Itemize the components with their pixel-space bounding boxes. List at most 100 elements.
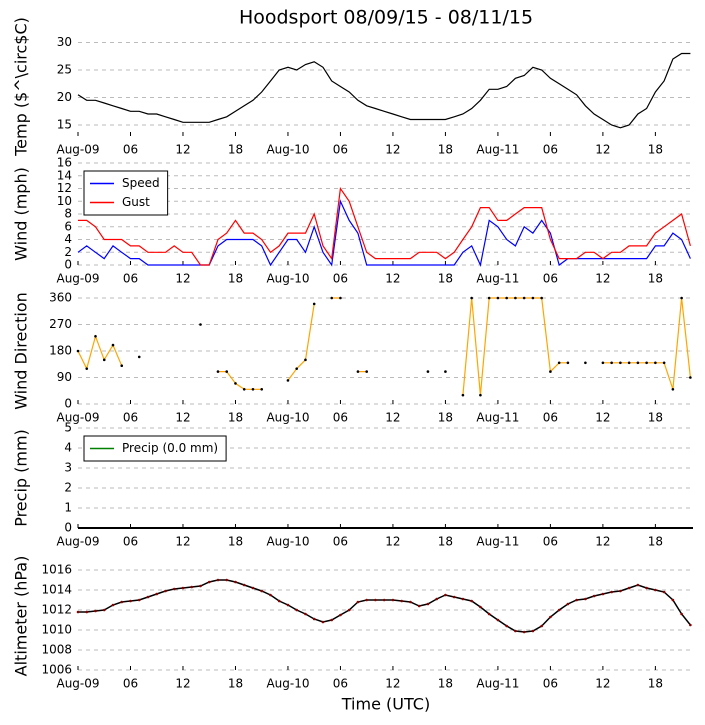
data-point (304, 612, 307, 616)
data-point (619, 589, 622, 593)
x-tick-label: 18 (438, 272, 453, 286)
data-point (435, 597, 438, 601)
data-point (426, 370, 430, 373)
data-point (76, 349, 80, 353)
data-point (374, 598, 377, 602)
y-tick-label: 4 (64, 441, 72, 455)
data-point (636, 583, 640, 587)
x-tick-label: 18 (438, 143, 453, 157)
x-tick-label: 18 (648, 535, 663, 549)
x-tick-label: Aug-09 (56, 535, 99, 549)
data-point (129, 599, 132, 603)
data-point (251, 586, 255, 590)
x-tick-label: Aug-09 (56, 272, 99, 286)
data-point (566, 361, 570, 365)
x-tick-label: 12 (385, 677, 400, 691)
y-tick-label: 270 (49, 317, 72, 331)
data-point (619, 361, 622, 365)
data-point (102, 358, 106, 362)
x-tick-label: 06 (123, 677, 138, 691)
x-tick-label: 12 (595, 272, 610, 286)
x-tick-label: Aug-11 (476, 143, 519, 157)
x-tick-label: 18 (228, 411, 243, 425)
y-axis-label: Wind Direction (12, 292, 31, 410)
x-tick-label: 06 (543, 535, 558, 549)
data-point (304, 358, 307, 362)
x-tick-label: 12 (595, 535, 610, 549)
data-point (85, 367, 89, 370)
x-tick-label: 06 (333, 272, 348, 286)
x-tick-label: 06 (543, 677, 558, 691)
x-tick-label: 12 (175, 535, 190, 549)
data-point (146, 595, 150, 599)
x-axis-label: Time (UTC) (341, 695, 430, 714)
data-point (452, 595, 456, 599)
y-tick-label: 180 (49, 344, 72, 358)
x-tick-label: 12 (175, 677, 190, 691)
x-tick-label: 12 (385, 535, 400, 549)
y-tick-label: 0 (64, 521, 72, 535)
y-tick-label: 1012 (41, 603, 72, 617)
chart-title: Hoodsport 08/09/15 - 08/11/15 (239, 7, 533, 29)
x-tick-label: Aug-09 (56, 143, 99, 157)
x-tick-label: 06 (123, 272, 138, 286)
x-tick-label: 18 (228, 535, 243, 549)
data-point (365, 370, 368, 373)
y-tick-label: 1006 (41, 663, 72, 677)
data-point (522, 296, 526, 300)
x-tick-label: 18 (228, 272, 243, 286)
y-tick-label: 1 (64, 501, 72, 515)
data-point (601, 361, 605, 365)
data-point (242, 583, 246, 587)
data-point (111, 343, 115, 347)
data-point (671, 598, 675, 602)
data-point (295, 608, 299, 612)
data-point (645, 586, 648, 590)
x-tick-label: Aug-10 (266, 677, 309, 691)
data-point (339, 296, 342, 300)
data-point (461, 597, 465, 601)
x-tick-label: 06 (123, 411, 138, 425)
data-point (689, 376, 692, 379)
data-point (470, 296, 473, 300)
data-point (426, 602, 430, 606)
data-point (347, 608, 351, 612)
y-tick-label: 0 (64, 397, 72, 411)
x-tick-label: 06 (543, 272, 558, 286)
data-point (487, 296, 491, 300)
data-point (277, 599, 281, 603)
data-point (242, 387, 246, 391)
data-point (584, 597, 587, 601)
data-point (444, 593, 447, 597)
data-point (164, 589, 167, 593)
y-tick-label: 90 (57, 370, 72, 384)
data-point (654, 588, 657, 592)
y-tick-label: 0 (64, 258, 72, 272)
data-line (78, 186, 691, 266)
data-point (181, 586, 185, 590)
y-tick-label: 6 (64, 219, 72, 233)
data-point (610, 361, 613, 365)
data-point (662, 361, 666, 365)
data-line (77, 199, 691, 267)
y-tick-label: 1008 (41, 643, 72, 657)
data-point (601, 592, 605, 596)
x-tick-label: Aug-09 (56, 411, 99, 425)
data-point (330, 296, 333, 300)
data-point (505, 296, 508, 300)
data-point (172, 587, 176, 591)
data-point (592, 594, 596, 598)
data-line (77, 52, 691, 129)
x-tick-label: 18 (648, 143, 663, 157)
data-point (76, 610, 80, 614)
x-tick-label: 06 (333, 411, 348, 425)
data-point (216, 578, 220, 582)
data-point (199, 323, 202, 326)
data-point (330, 618, 333, 622)
x-tick-label: Aug-11 (476, 677, 519, 691)
y-tick-label: 20 (57, 90, 72, 104)
x-tick-label: 18 (228, 143, 243, 157)
data-point (137, 355, 141, 359)
data-point (531, 296, 535, 300)
data-point (199, 584, 202, 588)
